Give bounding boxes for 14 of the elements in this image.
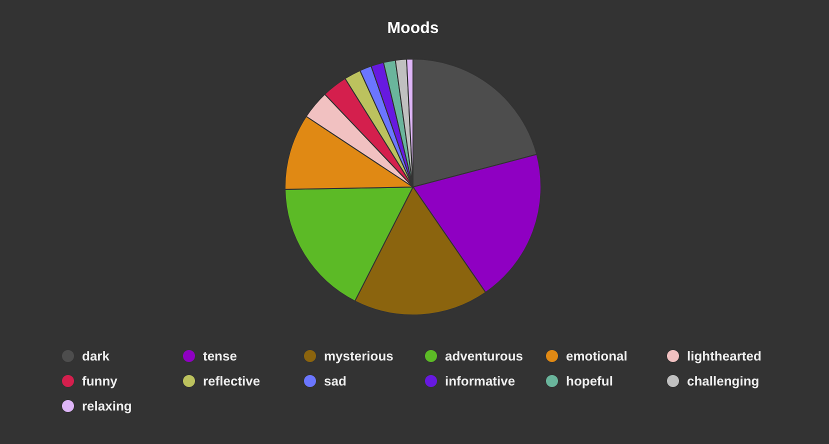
legend-label: mysterious [324, 348, 394, 364]
legend-label: funny [82, 374, 118, 388]
legend-label: challenging [687, 374, 760, 388]
legend-label: reflective [203, 374, 260, 388]
legend-label: lighthearted [687, 348, 762, 364]
legend-label: informative [445, 374, 516, 388]
legend-label: tense [203, 348, 237, 364]
legend-label: sad [324, 374, 346, 388]
legend-label: hopeful [566, 374, 613, 388]
legend-label: adventurous [445, 348, 524, 364]
legend-label: relaxing [82, 398, 132, 414]
legend-label: dark [82, 348, 110, 364]
legend-label: emotional [566, 348, 628, 364]
chart-title: Moods [387, 20, 439, 37]
